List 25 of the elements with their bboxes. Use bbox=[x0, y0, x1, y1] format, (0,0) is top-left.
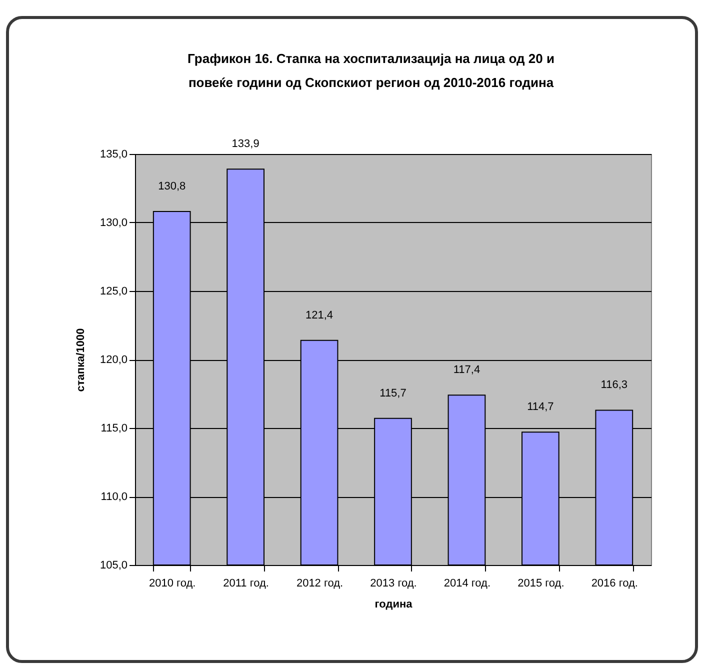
x-tick-label: 2015 год. bbox=[518, 578, 564, 590]
data-label: 116,3 bbox=[600, 379, 628, 392]
text: Графикон 16. Стапка на хоспитализација на лица од 20 и bbox=[188, 51, 554, 66]
x-tick-label: 2012 год. bbox=[296, 578, 344, 590]
y-tick-label: 135,0 bbox=[100, 148, 128, 160]
x-tick-label: 2011 год. bbox=[223, 578, 269, 590]
y-tick-label: 120,0 bbox=[100, 354, 128, 366]
x-tick-label: 2010 год. bbox=[149, 578, 196, 590]
y-axis-title: стапка/1000 bbox=[74, 328, 87, 392]
data-label: 117,4 bbox=[453, 364, 480, 376]
data-label: 133,9 bbox=[232, 138, 260, 150]
data-label: 121,4 bbox=[306, 309, 334, 322]
data-label: 115,7 bbox=[380, 387, 406, 400]
y-tick-label: 105,0 bbox=[100, 560, 128, 572]
y-tick-label: 110,0 bbox=[100, 491, 128, 503]
x-tick-label: 2013 год. bbox=[370, 578, 417, 590]
y-tick-label: 125,0 bbox=[100, 286, 128, 298]
x-axis-title: година bbox=[374, 598, 414, 610]
data-label: 114,7 bbox=[527, 401, 554, 414]
text: повеќе години од Скопскиот регион од 2010-2016 година bbox=[188, 75, 554, 90]
x-tick-label: 2014 год. bbox=[444, 578, 491, 590]
y-tick-label: 130,0 bbox=[100, 217, 128, 229]
data-label: 130,8 bbox=[158, 180, 186, 193]
y-tick-label: 115,0 bbox=[100, 422, 128, 434]
x-tick-label: 2016 год. bbox=[591, 578, 638, 590]
